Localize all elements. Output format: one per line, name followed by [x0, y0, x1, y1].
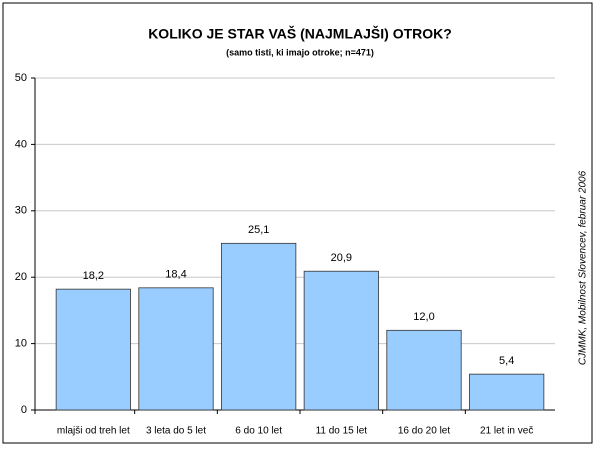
y-tick-label: 40: [15, 138, 27, 150]
chart-subtitle: (samo tisti, ki imajo otroke; n=471): [226, 47, 374, 57]
bar: [138, 287, 214, 411]
y-tick-label: 0: [21, 404, 27, 416]
y-tick-label: 10: [15, 338, 27, 350]
x-tick-label: 21 let in več: [480, 426, 533, 437]
data-label: 5,4: [499, 355, 514, 367]
data-label: 12,0: [413, 311, 434, 323]
bar: [221, 242, 297, 411]
x-tick-label: 6 do 10 let: [235, 426, 282, 437]
source-note: CJMMK, Mobilnost Slovencev, februar 2006: [578, 170, 589, 365]
data-label: 25,1: [248, 224, 269, 236]
x-tick-label: 16 do 20 let: [398, 426, 450, 437]
y-tick-label: 20: [15, 271, 27, 283]
data-label: 18,2: [83, 270, 104, 282]
chart-title: KOLIKO JE STAR VAŠ (NAJMLAJŠI) OTROK?: [148, 25, 452, 42]
y-tick-label: 30: [15, 205, 27, 217]
y-tick-label: 50: [15, 72, 27, 84]
bar: [469, 373, 545, 411]
bar: [303, 270, 379, 411]
data-label: 20,9: [331, 252, 352, 264]
x-tick-label: 3 leta do 5 let: [146, 426, 206, 437]
x-tick-label: mlajši od treh let: [57, 426, 130, 437]
bar: [386, 329, 462, 411]
x-tick-label: 11 do 15 let: [316, 426, 368, 437]
bar: [55, 288, 131, 411]
data-label: 18,4: [165, 269, 186, 281]
